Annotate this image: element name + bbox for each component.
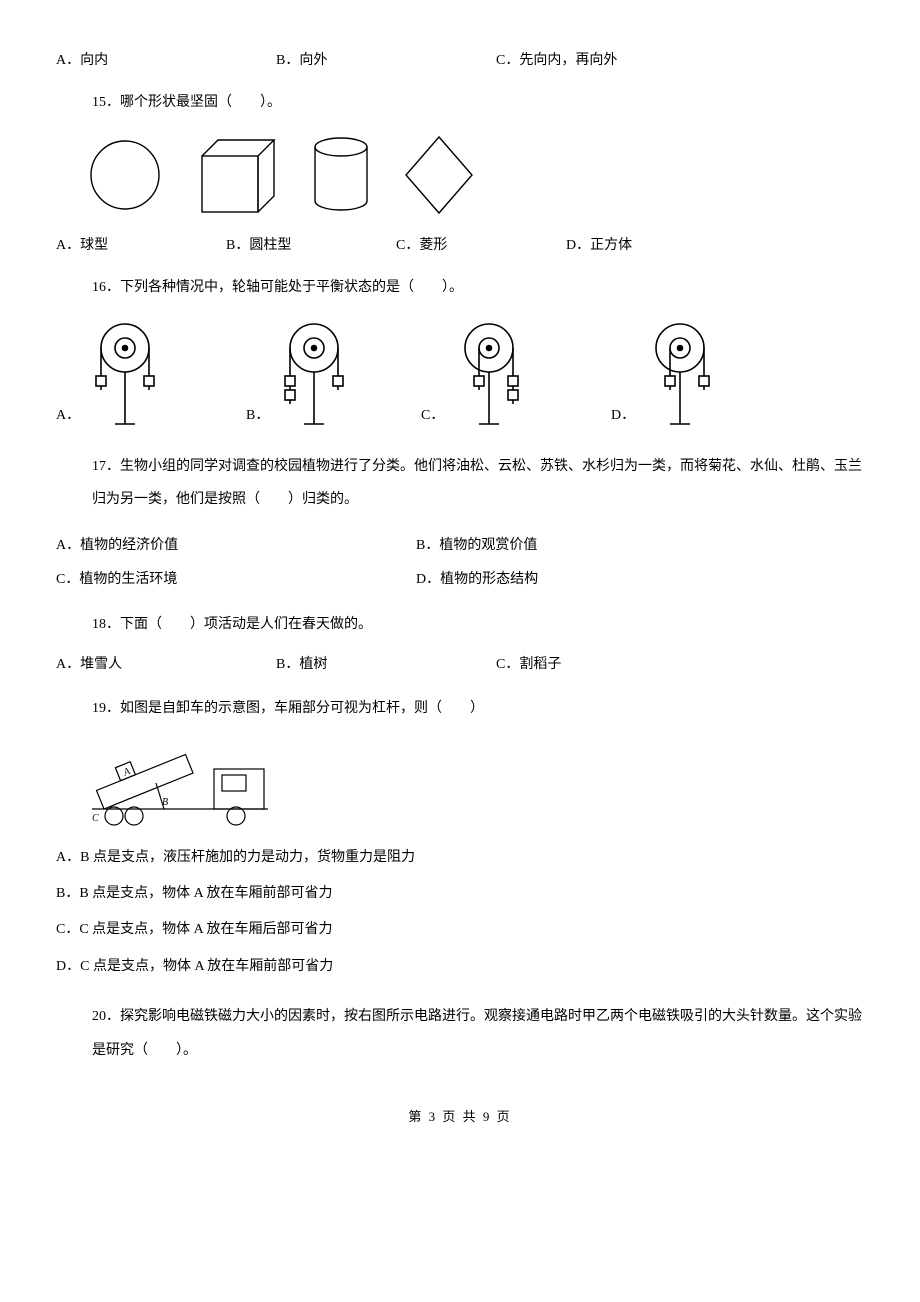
q16-opt-c: C． bbox=[421, 318, 611, 428]
q16-stem: 16．下列各种情况中，轮轴可能处于平衡状态的是（ ）。 bbox=[56, 277, 864, 299]
q20-stem: 20．探究影响电磁铁磁力大小的因素时，按右图所示电路进行。观察接通电路时甲乙两个… bbox=[56, 1000, 864, 1067]
q15-opt-d: D．正方体 bbox=[566, 235, 736, 257]
q16-opt-d: D． bbox=[611, 318, 801, 428]
q19-truck-figure: A B C bbox=[86, 739, 864, 829]
q18-opt-b: B．植树 bbox=[276, 654, 496, 676]
q15-opt-b: B．圆柱型 bbox=[226, 235, 396, 257]
q16-opt-a: A． bbox=[56, 318, 246, 428]
q15-stem: 15．哪个形状最坚固（ ）。 bbox=[56, 92, 864, 114]
q18-opt-a: A．堆雪人 bbox=[56, 654, 276, 676]
q16-opt-label: A． bbox=[56, 405, 80, 427]
svg-text:C: C bbox=[92, 813, 99, 824]
q19-stem: 19．如图是自卸车的示意图，车厢部分可视为杠杆，则（ ） bbox=[56, 698, 864, 720]
q17-opt-c: C．植物的生活环境 bbox=[56, 569, 416, 591]
pulley-icon bbox=[444, 318, 534, 428]
shape-cube-icon bbox=[194, 134, 280, 216]
q18-options-row: A．堆雪人 B．植树 C．割稻子 bbox=[56, 654, 864, 676]
q16-opt-label: B． bbox=[246, 405, 269, 427]
q14-opt-a: A．向内 bbox=[56, 50, 276, 72]
shape-diamond-icon bbox=[402, 133, 476, 217]
q16-opt-b: B． bbox=[246, 318, 421, 428]
q19-opt-c: C．C 点是支点，物体 A 放在车厢后部可省力 bbox=[56, 919, 864, 941]
pulley-icon bbox=[269, 318, 359, 428]
q17-row2: C．植物的生活环境 D．植物的形态结构 bbox=[56, 569, 864, 591]
q18-opt-c: C．割稻子 bbox=[496, 654, 716, 676]
q14-options-row: A．向内 B．向外 C．先向内，再向外 bbox=[56, 50, 864, 72]
shape-sphere-icon bbox=[86, 136, 164, 214]
q19-opt-b: B．B 点是支点，物体 A 放在车厢前部可省力 bbox=[56, 883, 864, 905]
q19-opt-d: D．C 点是支点，物体 A 放在车厢前部可省力 bbox=[56, 956, 864, 978]
q18-stem: 18．下面（ ）项活动是人们在春天做的。 bbox=[56, 614, 864, 636]
q15-shapes-row bbox=[86, 133, 864, 217]
shape-cylinder-icon bbox=[310, 135, 372, 215]
page-footer: 第 3 页 共 9 页 bbox=[56, 1107, 864, 1128]
q17-stem: 17．生物小组的同学对调查的校园植物进行了分类。他们将油松、云松、苏铁、水杉归为… bbox=[56, 450, 864, 517]
q15-opt-c: C．菱形 bbox=[396, 235, 566, 257]
q17-opt-d: D．植物的形态结构 bbox=[416, 569, 776, 591]
pulley-icon bbox=[635, 318, 725, 428]
q14-opt-c: C．先向内，再向外 bbox=[496, 50, 617, 72]
q15-options-row: A．球型 B．圆柱型 C．菱形 D．正方体 bbox=[56, 235, 864, 257]
q19-opt-a: A．B 点是支点，液压杆施加的力是动力，货物重力是阻力 bbox=[56, 847, 864, 869]
q17-opt-b: B．植物的观赏价值 bbox=[416, 535, 776, 557]
q14-opt-b: B．向外 bbox=[276, 50, 496, 72]
svg-text:B: B bbox=[162, 797, 168, 808]
truck-icon: A B C bbox=[86, 739, 276, 829]
q16-opt-label: D． bbox=[611, 405, 635, 427]
q15-opt-a: A．球型 bbox=[56, 235, 226, 257]
q17-row1: A．植物的经济价值 B．植物的观赏价值 bbox=[56, 535, 864, 557]
q16-opt-label: C． bbox=[421, 405, 444, 427]
q16-pulley-row: A． B． bbox=[56, 318, 864, 428]
pulley-icon bbox=[80, 318, 170, 428]
q17-opt-a: A．植物的经济价值 bbox=[56, 535, 416, 557]
